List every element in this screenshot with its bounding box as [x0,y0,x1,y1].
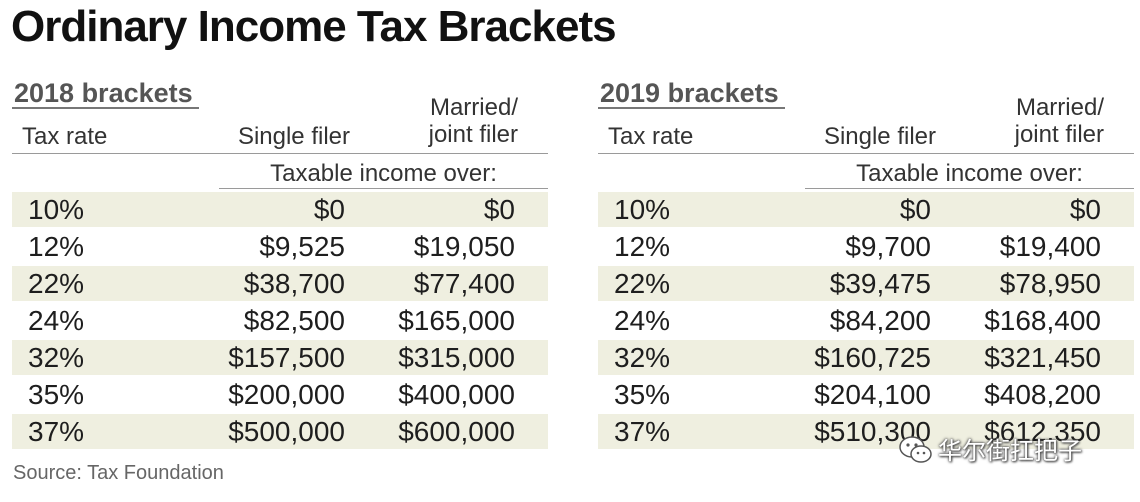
married-cell: $600,000 [398,416,515,447]
rate-cell: 10% [28,194,85,225]
table-body: 10% $0 $0 12% $9,700 $19,400 22% $39,475 $78,9… [598,192,1134,451]
rate-cell: 10% [614,194,671,225]
married-cell: $165,000 [398,305,515,336]
rate-cell: 12% [28,231,85,262]
column-header-married-filer: Married/ joint filer [429,94,518,148]
married-cell: $0 [1069,194,1101,225]
watermark: 华尔街扛把子 [898,432,1134,470]
column-header-single-filer: Single filer [823,123,936,150]
rate-cell: 12% [614,231,671,262]
rate-cell: 32% [28,342,85,373]
rate-cell: 32% [614,342,671,373]
table-row: 37% $500,000 $600,000 [12,414,548,449]
rate-cell: 24% [614,305,671,336]
table-row: 12% $9,525 $19,050 [12,229,548,264]
married-cell: $19,400 [999,231,1101,262]
rate-cell: 22% [614,268,671,299]
single-cell: $500,000 [228,416,345,447]
table-row: 35% $200,000 $400,000 [12,377,548,412]
header-divider [12,153,548,154]
married-cell: $19,050 [413,231,515,262]
table-row: 37% $510,300 $612,350 [598,414,1134,449]
single-cell: $204,100 [814,379,931,410]
single-cell: $84,200 [829,305,931,336]
married-header-line1: Married/ [429,94,518,121]
single-cell: $200,000 [228,379,345,410]
table-heading: 2018 brackets [14,78,193,108]
table-row: 35% $204,100 $408,200 [598,377,1134,412]
single-cell: $160,725 [814,342,931,373]
subheader-divider [219,188,548,189]
married-cell: $321,450 [984,342,1101,373]
column-header-married-filer: Married/ joint filer [1015,94,1104,148]
single-cell: $38,700 [243,268,345,299]
table-2019: 2019 brackets Tax rate Single filer Marr… [598,78,1134,450]
subheader-taxable-income: Taxable income over: [270,160,497,187]
column-header-tax-rate: Tax rate [608,123,694,150]
married-cell: $168,400 [984,305,1101,336]
table-row: 10% $0 $0 [598,192,1134,227]
page-title: Ordinary Income Tax Brackets [11,2,617,51]
table-row: 32% $157,500 $315,000 [12,340,548,375]
single-cell: $157,500 [228,342,345,373]
single-cell: $39,475 [829,268,931,299]
married-header-line2: joint filer [1014,121,1104,148]
table-heading: 2019 brackets [600,78,779,108]
married-cell: $0 [483,194,515,225]
rate-cell: 35% [28,379,85,410]
column-header-tax-rate: Tax rate [22,123,108,150]
column-header-single-filer: Single filer [237,123,350,150]
table-row: 22% $39,475 $78,950 [598,266,1134,301]
rate-cell: 22% [28,268,85,299]
single-cell: $82,500 [243,305,345,336]
rate-cell: 37% [28,416,85,447]
heading-underline [12,107,199,109]
married-cell: $315,000 [398,342,515,373]
table-row: 12% $9,700 $19,400 [598,229,1134,264]
single-cell: $0 [899,194,931,225]
table-body: 10% $0 $0 12% $9,525 $19,050 22% $38,700 $77,4… [12,192,548,451]
married-header-line1: Married/ [1015,94,1104,121]
married-cell: $408,200 [984,379,1101,410]
table-2018: 2018 brackets Tax rate Single filer Marr… [12,78,548,450]
rate-cell: 35% [614,379,671,410]
single-cell: $9,525 [259,231,345,262]
watermark-text: 华尔街扛把子 [938,437,1082,465]
married-cell: $612,350 [984,416,1101,447]
subheader-divider [805,188,1134,189]
table-row: 24% $84,200 $168,400 [598,303,1134,338]
table-row: 24% $82,500 $165,000 [12,303,548,338]
single-cell: $0 [313,194,345,225]
table-row: 10% $0 $0 [12,192,548,227]
married-cell: $77,400 [413,268,515,299]
subheader-taxable-income: Taxable income over: [856,160,1083,187]
heading-underline [598,107,785,109]
rate-cell: 24% [28,305,85,336]
wechat-icon [899,436,932,463]
source-note: Source: Tax Foundation [13,462,224,484]
table-row: 22% $38,700 $77,400 [12,266,548,301]
rate-cell: 37% [614,416,671,447]
header-divider [598,153,1134,154]
table-row: 32% $160,725 $321,450 [598,340,1134,375]
married-header-line2: joint filer [428,121,518,148]
married-cell: $400,000 [398,379,515,410]
single-cell: $9,700 [845,231,931,262]
married-cell: $78,950 [999,268,1101,299]
